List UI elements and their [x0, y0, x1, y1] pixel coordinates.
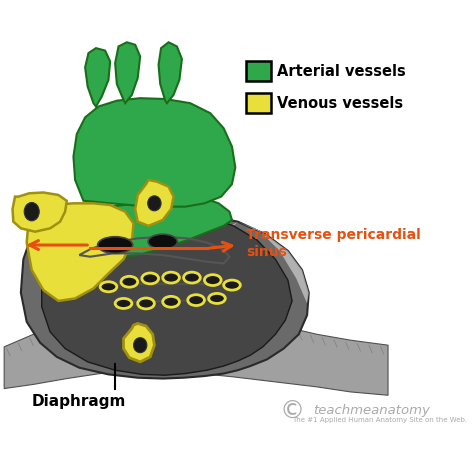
Ellipse shape: [148, 196, 161, 211]
Text: Arterial vessels: Arterial vessels: [277, 64, 406, 79]
Ellipse shape: [188, 294, 204, 306]
Polygon shape: [12, 193, 67, 232]
Polygon shape: [21, 203, 309, 379]
Ellipse shape: [121, 276, 137, 287]
Polygon shape: [4, 316, 388, 395]
Ellipse shape: [148, 234, 177, 249]
Bar: [246, 93, 271, 113]
Text: ©: ©: [280, 400, 305, 424]
Polygon shape: [115, 42, 140, 103]
Ellipse shape: [209, 294, 225, 303]
Ellipse shape: [204, 275, 221, 286]
Ellipse shape: [163, 272, 180, 283]
Ellipse shape: [115, 299, 132, 308]
Polygon shape: [217, 222, 309, 303]
Polygon shape: [135, 180, 173, 226]
Ellipse shape: [137, 298, 155, 309]
Polygon shape: [27, 193, 134, 301]
Text: teachmeanatomy: teachmeanatomy: [313, 404, 430, 417]
Polygon shape: [83, 197, 232, 257]
Polygon shape: [124, 324, 155, 362]
Polygon shape: [42, 208, 292, 375]
Polygon shape: [73, 98, 235, 206]
Ellipse shape: [100, 282, 117, 292]
Bar: [246, 62, 271, 81]
Ellipse shape: [163, 296, 180, 307]
Ellipse shape: [134, 338, 147, 353]
Polygon shape: [85, 48, 110, 106]
Ellipse shape: [142, 273, 158, 284]
Text: Venous vessels: Venous vessels: [277, 96, 403, 111]
Text: Diaphragm: Diaphragm: [32, 394, 127, 408]
Ellipse shape: [183, 272, 201, 283]
Text: The #1 Applied Human Anatomy Site on the Web.: The #1 Applied Human Anatomy Site on the…: [292, 417, 467, 423]
Ellipse shape: [98, 237, 133, 253]
Ellipse shape: [224, 280, 240, 290]
Polygon shape: [158, 42, 182, 103]
Text: Transverse pericardial
sinus: Transverse pericardial sinus: [246, 228, 421, 258]
Ellipse shape: [24, 202, 39, 221]
